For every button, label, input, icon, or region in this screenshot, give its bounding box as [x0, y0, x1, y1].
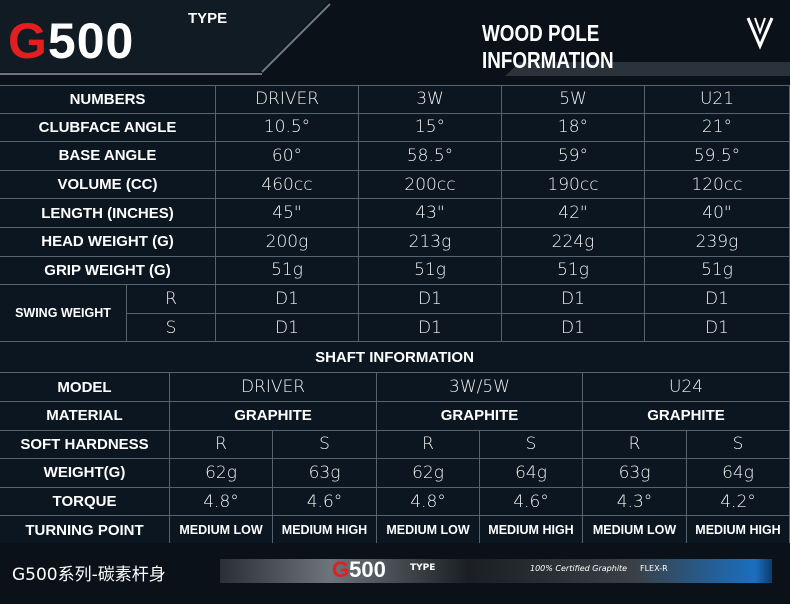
section-title: SHAFT INFORMATION	[0, 342, 790, 374]
value-cell: 51g	[216, 256, 359, 286]
flex-label: S	[127, 313, 216, 343]
value-cell: 224g	[502, 228, 645, 257]
row-label: HEAD WEIGHT (G)	[0, 228, 216, 257]
row-label: TURNING POINT	[0, 516, 170, 545]
value-cell: 21°	[645, 113, 790, 143]
value-cell: MEDIUM HIGH	[480, 516, 583, 545]
value-cell: 43"	[359, 199, 502, 228]
shaft-text: 100% Certified Graphite	[530, 564, 628, 573]
flex-label: R	[127, 285, 216, 314]
value-cell: 213g	[359, 228, 502, 257]
column-header: 3W	[359, 85, 502, 114]
row-label: CLUBFACE ANGLE	[0, 113, 216, 143]
value-cell: MEDIUM HIGH	[273, 516, 377, 545]
value-cell: 51g	[645, 256, 790, 286]
value-cell: MEDIUM LOW	[583, 516, 687, 545]
value-cell: D1	[359, 285, 502, 314]
value-cell: S	[480, 430, 583, 460]
logo: G500	[8, 13, 135, 69]
value-cell: 4.6°	[273, 487, 377, 517]
value-cell: 51g	[359, 256, 502, 286]
value-cell: MEDIUM LOW	[377, 516, 480, 545]
row-label: WEIGHT(G)	[0, 459, 170, 488]
value-cell: 4.8°	[170, 487, 273, 517]
value-cell: 59°	[502, 142, 645, 171]
shaft-graphic	[220, 559, 772, 583]
value-cell: 59.5°	[645, 142, 790, 171]
column-header: DRIVER	[216, 85, 359, 114]
value-cell: DRIVER	[170, 373, 377, 402]
value-cell: GRAPHITE	[170, 402, 377, 431]
value-cell: 58.5°	[359, 142, 502, 171]
row-label: SWING WEIGHT	[0, 285, 127, 343]
value-cell: D1	[502, 313, 645, 343]
value-cell: 4.3°	[583, 487, 687, 517]
column-header: 5W	[502, 85, 645, 114]
value-cell: 62g	[170, 459, 273, 488]
value-cell: R	[170, 430, 273, 460]
value-cell: 190cc	[502, 170, 645, 200]
value-cell: 40"	[645, 199, 790, 228]
header-decor	[0, 0, 790, 84]
row-label: GRIP WEIGHT (G)	[0, 256, 216, 286]
value-cell: 42"	[502, 199, 645, 228]
value-cell: 60°	[216, 142, 359, 171]
value-cell: R	[583, 430, 687, 460]
value-cell: 15°	[359, 113, 502, 143]
logo-suffix: TYPE	[188, 10, 228, 27]
header-title: WOOD POLE INFORMATION	[482, 20, 614, 73]
value-cell: D1	[359, 313, 502, 343]
shaft-flex: FLEX-R	[640, 564, 668, 573]
shaft-logo-suffix: TYPE	[410, 563, 436, 573]
row-label: LENGTH (INCHES)	[0, 199, 216, 228]
row-label: NUMBERS	[0, 85, 216, 114]
value-cell: D1	[216, 285, 359, 314]
value-cell: D1	[502, 285, 645, 314]
value-cell: 460cc	[216, 170, 359, 200]
value-cell: S	[687, 430, 790, 460]
value-cell: 62g	[377, 459, 480, 488]
column-header: U21	[645, 85, 790, 114]
value-cell: 64g	[687, 459, 790, 488]
row-label: VOLUME (CC)	[0, 170, 216, 200]
value-cell: 239g	[645, 228, 790, 257]
value-cell: 64g	[480, 459, 583, 488]
value-cell: 63g	[273, 459, 377, 488]
value-cell: 3W/5W	[377, 373, 583, 402]
shaft-logo: G500	[332, 557, 386, 582]
value-cell: MEDIUM HIGH	[687, 516, 790, 545]
value-cell: 120cc	[645, 170, 790, 200]
value-cell: 4.8°	[377, 487, 480, 517]
value-cell: 4.6°	[480, 487, 583, 517]
value-cell: 200cc	[359, 170, 502, 200]
row-label: MODEL	[0, 373, 170, 402]
value-cell: MEDIUM LOW	[170, 516, 273, 545]
value-cell: 200g	[216, 228, 359, 257]
value-cell: R	[377, 430, 480, 460]
value-cell: GRAPHITE	[377, 402, 583, 431]
value-cell: 63g	[583, 459, 687, 488]
value-cell: 18°	[502, 113, 645, 143]
value-cell: S	[273, 430, 377, 460]
value-cell: 4.2°	[687, 487, 790, 517]
row-label: SOFT HARDNESS	[0, 430, 170, 460]
value-cell: 45"	[216, 199, 359, 228]
row-label: MATERIAL	[0, 402, 170, 431]
row-label: BASE ANGLE	[0, 142, 216, 171]
value-cell: D1	[645, 313, 790, 343]
value-cell: D1	[216, 313, 359, 343]
value-cell: GRAPHITE	[583, 402, 790, 431]
value-cell: U24	[583, 373, 790, 402]
row-label: TORQUE	[0, 487, 170, 517]
footer-caption: G500系列-碳素杆身	[12, 565, 166, 585]
value-cell: D1	[645, 285, 790, 314]
value-cell: 51g	[502, 256, 645, 286]
value-cell: 10.5°	[216, 113, 359, 143]
